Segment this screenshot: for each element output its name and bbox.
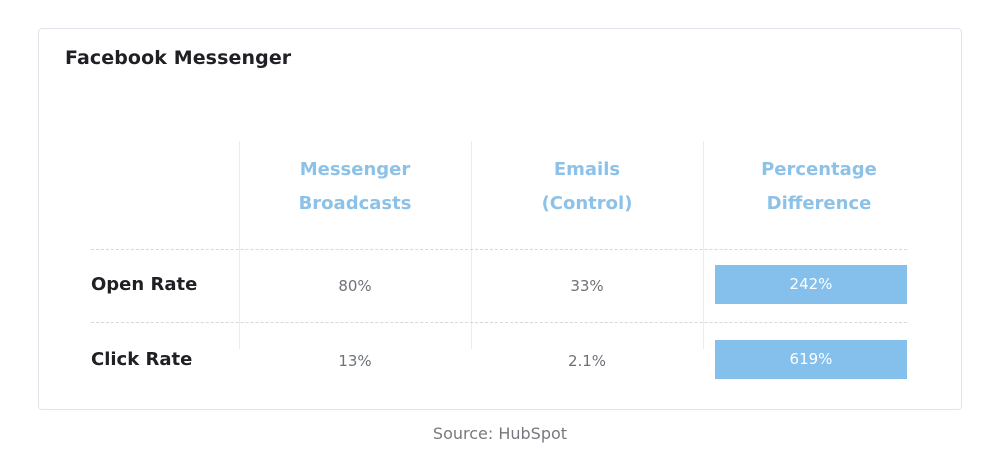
cell-click-rate-emails: 2.1% bbox=[567, 352, 607, 370]
column-header-emails-control: Emails (Control) bbox=[471, 153, 703, 221]
chart-card: Facebook Messenger Messenger Broadcasts … bbox=[38, 28, 962, 410]
cell-click-rate-messenger: 13% bbox=[338, 352, 372, 370]
column-header-line: (Control) bbox=[541, 193, 633, 214]
column-divider bbox=[239, 141, 240, 349]
difference-label-click-rate: 619% bbox=[789, 350, 833, 368]
chart-title: Facebook Messenger bbox=[65, 47, 292, 69]
comparison-table: Messenger Broadcasts Emails (Control) Pe… bbox=[91, 141, 907, 379]
column-divider bbox=[703, 141, 704, 349]
row-divider bbox=[91, 249, 907, 250]
column-header-line: Percentage bbox=[761, 159, 877, 180]
column-header-percentage-difference: Percentage Difference bbox=[703, 153, 935, 221]
cell-open-rate-messenger: 80% bbox=[338, 277, 372, 295]
difference-bar-click-rate bbox=[715, 340, 907, 379]
column-divider bbox=[471, 141, 472, 349]
column-header-line: Emails bbox=[553, 159, 621, 180]
difference-bar-open-rate bbox=[715, 265, 907, 304]
difference-label-open-rate: 242% bbox=[789, 275, 833, 293]
cell-open-rate-emails: 33% bbox=[570, 277, 604, 295]
row-label-open-rate: Open Rate bbox=[91, 274, 198, 295]
row-divider bbox=[91, 322, 907, 323]
source-caption: Source: HubSpot bbox=[432, 424, 568, 443]
column-header-line: Messenger bbox=[299, 159, 411, 180]
column-header-messenger-broadcasts: Messenger Broadcasts bbox=[239, 153, 471, 221]
column-header-line: Broadcasts bbox=[298, 193, 412, 214]
row-label-click-rate: Click Rate bbox=[91, 349, 193, 370]
column-header-line: Difference bbox=[766, 193, 872, 214]
